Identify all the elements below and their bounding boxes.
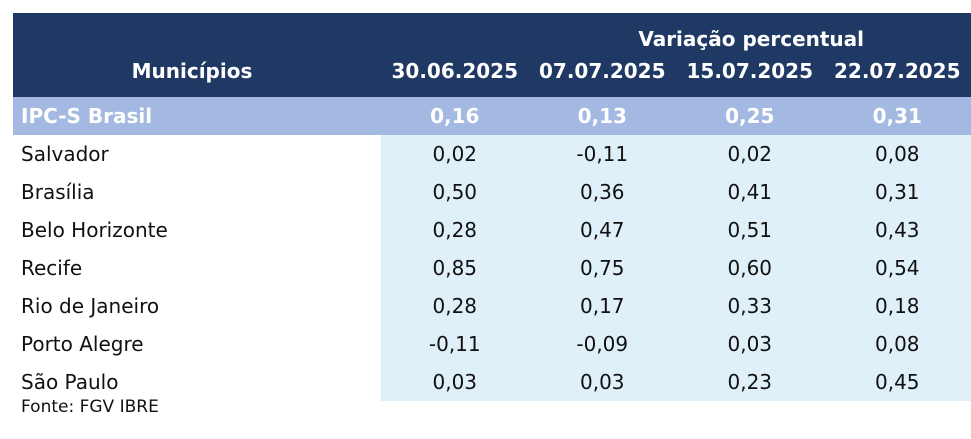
- value-cell: 0,13: [528, 97, 676, 135]
- value-cell: 0,23: [676, 363, 824, 401]
- value-cell: 0,41: [676, 173, 824, 211]
- row-label: São Paulo: [13, 363, 381, 401]
- value-cell: 0,45: [823, 363, 971, 401]
- row-label: Salvador: [13, 135, 381, 173]
- table-row: São Paulo 0,03 0,03 0,23 0,45: [13, 363, 971, 401]
- value-cell: 0,28: [381, 211, 529, 249]
- table-row: Salvador 0,02 -0,11 0,02 0,08: [13, 135, 971, 173]
- ipc-s-table: Variação percentual Municípios 30.06.202…: [13, 13, 971, 401]
- row-label: IPC-S Brasil: [13, 97, 381, 135]
- value-cell: 0,28: [381, 287, 529, 325]
- value-cell: 0,03: [381, 363, 529, 401]
- value-cell: 0,18: [823, 287, 971, 325]
- header-row-group: Variação percentual: [13, 13, 971, 53]
- value-cell: 0,75: [528, 249, 676, 287]
- value-cell: 0,02: [381, 135, 529, 173]
- value-cell: -0,11: [528, 135, 676, 173]
- source-note: Fonte: FGV IBRE: [21, 397, 159, 417]
- value-cell: 0,50: [381, 173, 529, 211]
- value-cell: 0,02: [676, 135, 824, 173]
- value-cell: 0,17: [528, 287, 676, 325]
- table-row: Belo Horizonte 0,28 0,47 0,51 0,43: [13, 211, 971, 249]
- header-date-3: 15.07.2025: [676, 53, 824, 97]
- table-row: Porto Alegre -0,11 -0,09 0,03 0,08: [13, 325, 971, 363]
- value-cell: 0,25: [676, 97, 824, 135]
- row-label: Recife: [13, 249, 381, 287]
- table-row: IPC-S Brasil 0,16 0,13 0,25 0,31: [13, 97, 971, 135]
- value-cell: 0,51: [676, 211, 824, 249]
- header-date-4: 22.07.2025: [823, 53, 971, 97]
- value-cell: 0,08: [823, 135, 971, 173]
- header-blank: [13, 13, 381, 53]
- value-cell: 0,36: [528, 173, 676, 211]
- row-label: Brasília: [13, 173, 381, 211]
- header-row-columns: Municípios 30.06.2025 07.07.2025 15.07.2…: [13, 53, 971, 97]
- value-cell: 0,47: [528, 211, 676, 249]
- value-cell: 0,03: [528, 363, 676, 401]
- table-row: Brasília 0,50 0,36 0,41 0,31: [13, 173, 971, 211]
- table-body: IPC-S Brasil 0,16 0,13 0,25 0,31 Salvador 0,02…: [13, 97, 971, 401]
- row-label: Rio de Janeiro: [13, 287, 381, 325]
- value-cell: 0,54: [823, 249, 971, 287]
- group-header: Variação percentual: [381, 13, 971, 53]
- table-row: Rio de Janeiro 0,28 0,17 0,33 0,18: [13, 287, 971, 325]
- value-cell: 0,31: [823, 97, 971, 135]
- header-date-2: 07.07.2025: [528, 53, 676, 97]
- header-date-1: 30.06.2025: [381, 53, 529, 97]
- table-row: Recife 0,85 0,75 0,60 0,54: [13, 249, 971, 287]
- row-label: Belo Horizonte: [13, 211, 381, 249]
- header-municipios: Municípios: [13, 53, 381, 97]
- value-cell: 0,31: [823, 173, 971, 211]
- value-cell: 0,16: [381, 97, 529, 135]
- value-cell: 0,33: [676, 287, 824, 325]
- value-cell: -0,11: [381, 325, 529, 363]
- value-cell: -0,09: [528, 325, 676, 363]
- value-cell: 0,43: [823, 211, 971, 249]
- value-cell: 0,85: [381, 249, 529, 287]
- row-label: Porto Alegre: [13, 325, 381, 363]
- value-cell: 0,08: [823, 325, 971, 363]
- value-cell: 0,60: [676, 249, 824, 287]
- value-cell: 0,03: [676, 325, 824, 363]
